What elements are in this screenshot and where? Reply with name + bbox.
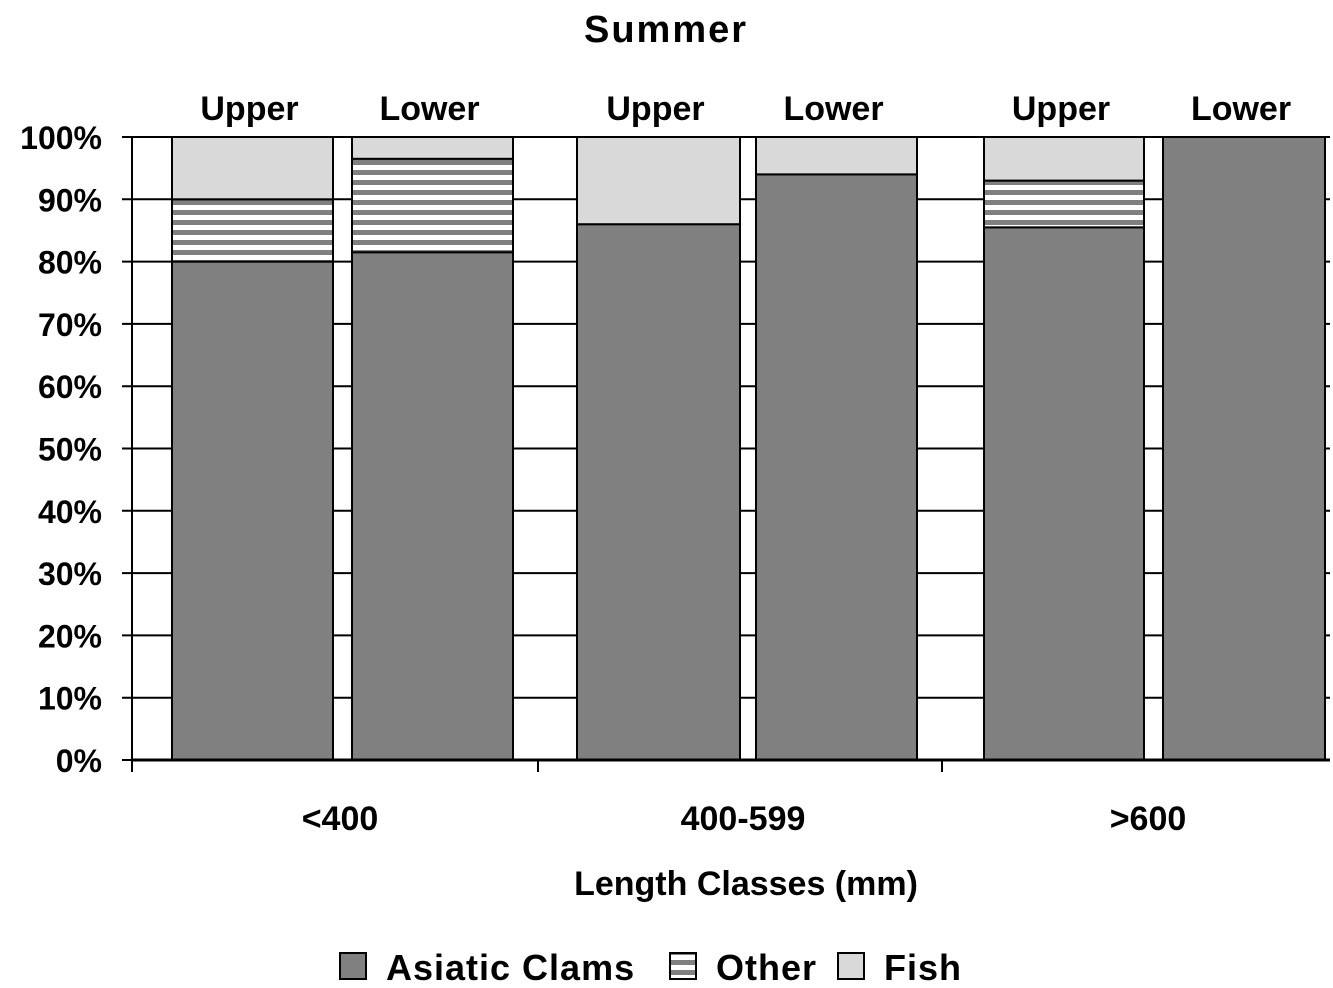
y-tick-label: 0% bbox=[56, 743, 102, 779]
bar-segment-400-upper-fish bbox=[171, 136, 334, 201]
chart-title: Summer bbox=[584, 9, 748, 51]
bar-segment-400-lower-asiatic-clams bbox=[351, 251, 514, 761]
y-tick-label: 40% bbox=[38, 494, 102, 530]
bar-segment-600-upper-other bbox=[983, 179, 1145, 229]
y-tick-label: 80% bbox=[38, 245, 102, 281]
bar-segment-400-599-upper-asiatic-clams bbox=[576, 223, 741, 762]
bar-segment-400-lower-other bbox=[351, 157, 514, 254]
y-tick-label: 100% bbox=[20, 120, 102, 156]
bars-layer bbox=[171, 136, 1326, 762]
bar-segment-400-lower-fish bbox=[351, 136, 514, 160]
legend-label-asiatic-clams: Asiatic Clams bbox=[386, 947, 635, 988]
bar-segment-400-599-lower-fish bbox=[755, 136, 918, 176]
bar-label-400-lower: Lower bbox=[379, 90, 479, 128]
legend-label-fish: Fish bbox=[884, 947, 962, 988]
legend: Asiatic Clams Other Fish bbox=[339, 947, 962, 988]
bar-label-600-lower: Lower bbox=[1191, 90, 1291, 128]
bar-segment-400-upper-asiatic-clams bbox=[171, 260, 334, 761]
x-tick-label-400-599: 400-599 bbox=[681, 800, 806, 838]
y-tick-label: 30% bbox=[38, 556, 102, 592]
legend-swatch-fish bbox=[837, 952, 865, 980]
y-tick-label: 20% bbox=[38, 618, 102, 654]
legend-swatch-asiatic-clams bbox=[339, 952, 367, 980]
x-tick-label-400: <400 bbox=[302, 800, 379, 838]
y-tick-label: 90% bbox=[38, 182, 102, 218]
x-axis-label: Length Classes (mm) bbox=[574, 865, 918, 903]
bar-label-600-upper: Upper bbox=[1012, 90, 1110, 128]
legend-label-other: Other bbox=[716, 947, 817, 988]
bar-label-400-599-lower: Lower bbox=[783, 90, 883, 128]
bar-segment-400-599-upper-fish bbox=[576, 136, 741, 226]
bar-segment-600-upper-fish bbox=[983, 136, 1145, 182]
y-tick-label: 70% bbox=[38, 307, 102, 343]
x-tick-label-600: >600 bbox=[1110, 800, 1187, 838]
legend-swatch-other bbox=[669, 952, 697, 980]
bar-segment-400-599-lower-asiatic-clams bbox=[755, 173, 918, 761]
axes-layer: 0% 10% 20% 30% 40% 50% 60% 70% 80% 90% 100% Upper Lo… bbox=[20, 90, 1330, 838]
y-tick-label: 10% bbox=[38, 681, 102, 717]
y-tick-label: 60% bbox=[38, 369, 102, 405]
bar-label-400-upper: Upper bbox=[200, 90, 298, 128]
bar-label-400-599-upper: Upper bbox=[606, 90, 704, 128]
bar-segment-600-lower-asiatic-clams bbox=[1162, 136, 1326, 761]
bar-segment-400-upper-other bbox=[171, 198, 334, 263]
bar-segment-600-upper-asiatic-clams bbox=[983, 226, 1145, 761]
y-tick-label: 50% bbox=[38, 432, 102, 468]
